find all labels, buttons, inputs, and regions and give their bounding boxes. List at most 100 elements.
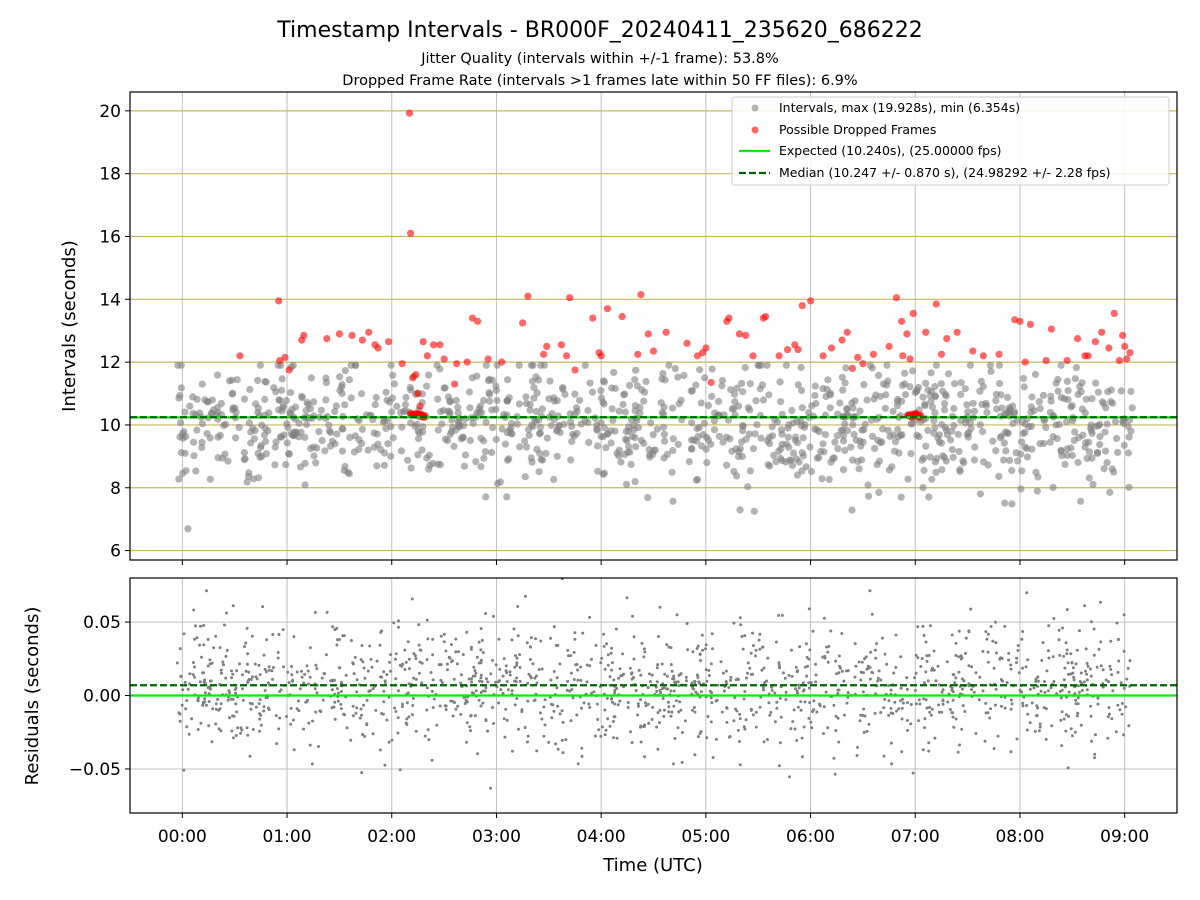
residual-point [647,721,651,725]
interval-point [1017,438,1026,446]
residual-point [286,670,290,674]
interval-point [504,376,512,384]
interval-point [1023,444,1031,452]
interval-point [777,398,785,406]
residual-point [604,728,608,732]
interval-point [593,421,601,429]
interval-point [834,445,842,453]
residual-point [225,648,229,652]
residual-point [526,699,530,703]
interval-point [206,475,214,483]
residual-point [954,717,958,721]
residual-point [569,719,573,723]
residual-point [658,708,662,712]
dropped-frame-point [843,328,851,336]
residual-point [925,654,929,658]
interval-point [897,493,905,501]
dropped-frame-point [707,378,715,387]
residual-point [655,725,659,729]
residual-point [258,717,262,721]
interval-point [750,507,758,515]
residual-point [854,664,858,668]
residual-point [469,729,472,733]
interval-point [271,461,279,469]
residual-point [983,739,987,743]
residual-point [342,712,346,716]
residual-point [887,684,891,688]
residual-point [924,640,928,644]
residual-point [932,668,936,672]
x-tick-label: 08:00 [995,827,1044,847]
residual-point [1101,685,1105,689]
interval-point [621,408,630,416]
interval-point [1127,387,1135,396]
residual-point [230,676,233,680]
residual-point [927,749,931,753]
residual-point [218,646,222,650]
residual-point [1069,672,1073,676]
dropped-frame-point [909,309,917,317]
interval-point [380,449,389,457]
interval-point [964,408,972,416]
residual-point [1061,626,1064,630]
interval-point [884,426,892,434]
residual-point [1052,680,1056,683]
residual-point [393,657,397,661]
residual-point [860,660,864,664]
residual-point [679,708,683,712]
residual-point [676,726,680,730]
interval-point [1058,452,1066,460]
residual-point [426,637,430,641]
residual-point [485,677,488,681]
residual-point [435,723,439,727]
residual-point [597,728,601,732]
interval-point [1089,480,1097,488]
residual-point [518,666,522,669]
residual-point [753,654,757,658]
interval-point [389,434,397,442]
residual-point [643,723,647,727]
x-tick-label: 05:00 [681,827,730,847]
interval-point [1077,388,1085,396]
interval-point [660,423,668,431]
interval-point [540,361,549,369]
residual-point [178,712,182,716]
dropped-frame-point [385,338,393,346]
residual-point [278,690,282,693]
residual-point [477,640,481,644]
interval-point [640,397,648,405]
residual-point [1082,680,1086,684]
interval-point [553,452,561,460]
residual-point [684,679,688,683]
interval-point [175,475,183,483]
residual-point [580,706,583,710]
residual-point [748,666,752,670]
residual-point [234,691,238,695]
residual-point [1035,704,1039,708]
residual-point [665,674,669,678]
residual-point [861,690,865,694]
interval-point [734,452,743,461]
residual-point [275,742,279,746]
residual-point [606,717,610,721]
interval-point [631,478,639,486]
residual-point [693,710,697,714]
interval-point [450,442,458,450]
interval-point [617,458,625,466]
residual-point [1034,677,1038,681]
residual-point [991,639,995,643]
residual-point [410,597,414,601]
residual-point [414,657,418,661]
dropped-frame-point [932,300,940,308]
interval-point [492,435,500,444]
residual-point [588,615,592,619]
interval-point [976,490,985,498]
interval-point [418,446,426,454]
interval-point [322,396,330,404]
residual-point [1122,686,1126,690]
residual-point [677,710,681,714]
residual-point [810,726,814,730]
residual-point [335,643,339,647]
residual-point [754,648,758,652]
residual-point [258,729,261,733]
